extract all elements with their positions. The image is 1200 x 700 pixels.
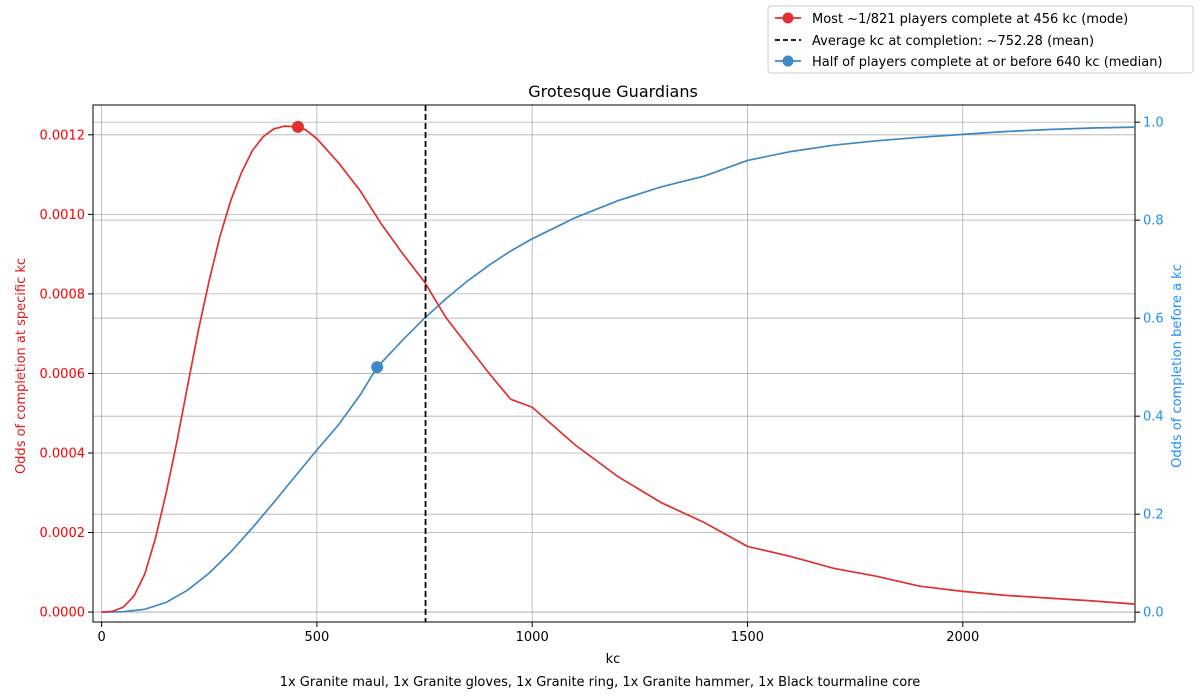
y-right-tick-label-4: 0.8 [1143,214,1164,229]
x-tick-label-4: 2000 [946,630,979,645]
chart-title: Grotesque Guardians [528,82,698,101]
y-left-tick-label-1: 0.0002 [40,526,86,541]
median-marker [371,361,384,374]
legend-median-label: Half of players complete at or before 64… [812,55,1163,70]
legend-mode-label: Most ~1/821 players complete at 456 kc (… [812,12,1128,27]
grid [93,105,1135,622]
plot-frame [92,104,1136,623]
series-line-cdf [101,126,1136,614]
y-left-tick-label-2: 0.0004 [40,446,86,461]
legend-mode-marker [782,12,794,24]
x-tick-label-1: 500 [304,630,329,645]
y-right-tick-label-3: 0.6 [1143,312,1164,327]
y-left-tick-label-5: 0.0010 [40,208,86,223]
y-right-tick-label-1: 0.2 [1143,508,1164,523]
series-layer [101,105,1136,622]
x-tick-label-2: 1000 [516,630,549,645]
y-right-tick-label-0: 0.0 [1143,606,1164,621]
legend-mean-label: Average kc at completion: ~752.28 (mean) [812,34,1094,49]
series-line-pmf [101,125,1136,613]
y-left-tick-label-6: 0.0012 [40,128,86,143]
x-tick-label-3: 1500 [731,630,764,645]
y-right-tick-label-2: 0.4 [1143,410,1164,425]
y-left-tick-label-0: 0.0000 [40,606,86,621]
y-right-tick-label-5: 1.0 [1143,116,1164,131]
x-tick-label-0: 0 [97,630,105,645]
legend-box [767,5,1194,74]
y-axis-right-label: Odds of completion before a kc [1170,264,1185,468]
legend-median-marker [782,55,794,67]
y-left-tick-label-4: 0.0008 [40,287,86,302]
y-axis-left-label: Odds of completion at specific kc [14,258,29,474]
footer-note: 1x Granite maul, 1x Granite gloves, 1x G… [280,675,921,690]
y-left-tick-label-3: 0.0006 [40,367,86,382]
x-axis-label: kc [606,652,621,667]
ticks-layer: 0 500 1000 1500 2000 0.0000 0.0002 0.0004 0.0006… [40,116,1164,645]
legend: Most ~1/821 players complete at 456 kc (… [767,5,1194,74]
mode-marker [291,120,304,133]
